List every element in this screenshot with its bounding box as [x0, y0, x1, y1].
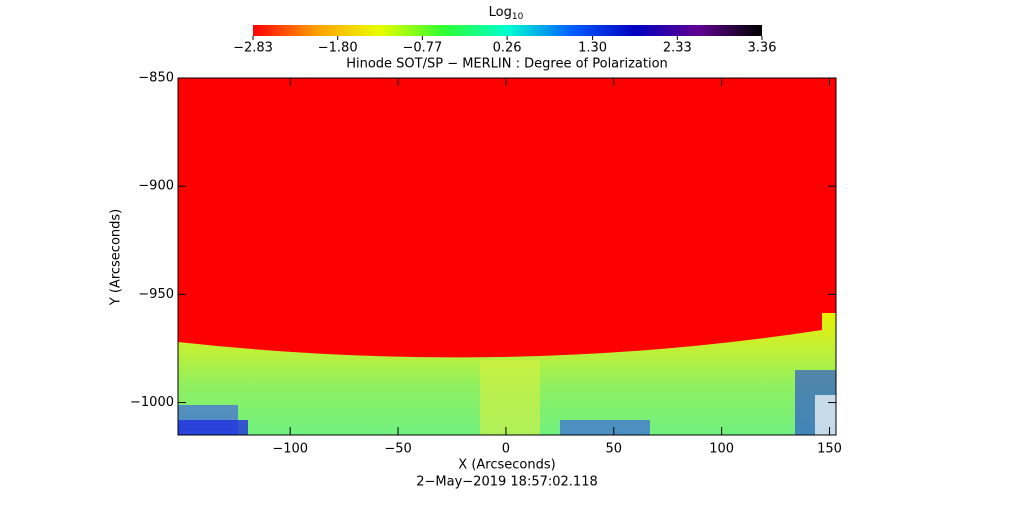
- colorbar-tick-label: −0.77: [402, 41, 442, 56]
- colorbar-label-subscript: 10: [512, 12, 524, 22]
- solar-image: [178, 78, 836, 435]
- x-tick-label: 150: [817, 442, 842, 457]
- colorbar-tick-label: 1.30: [578, 41, 607, 56]
- y-tick-label: −950: [138, 287, 174, 302]
- colorbar-tick-label: 0.26: [493, 41, 522, 56]
- colorbar-tick-label: −1.80: [318, 41, 358, 56]
- y-tick-label: −850: [138, 71, 174, 86]
- y-tick-label: −1000: [130, 395, 174, 410]
- colorbar-tick-label: 2.33: [663, 41, 692, 56]
- x-tick-label: 50: [606, 442, 623, 457]
- colorbar: [253, 25, 762, 36]
- colorbar-label-text: Log: [489, 5, 512, 20]
- date-label: 2−May−2019 18:57:02.118: [416, 475, 597, 490]
- colorbar-label: Log10: [489, 5, 524, 22]
- chart-title: Hinode SOT/SP − MERLIN : Degree of Polar…: [346, 57, 668, 72]
- x-tick-label: −50: [384, 442, 411, 457]
- plot-frame: [177, 77, 837, 436]
- y-tick-label: −900: [138, 179, 174, 194]
- colorbar-tick-label: −2.83: [233, 41, 273, 56]
- y-axis-label: Y (Arcseconds): [109, 209, 124, 306]
- x-tick-label: −100: [272, 442, 308, 457]
- x-tick-label: 100: [709, 442, 734, 457]
- x-tick-label: 0: [502, 442, 510, 457]
- colorbar-tick-label: 3.36: [748, 41, 777, 56]
- x-axis-label: X (Arcseconds): [458, 458, 555, 473]
